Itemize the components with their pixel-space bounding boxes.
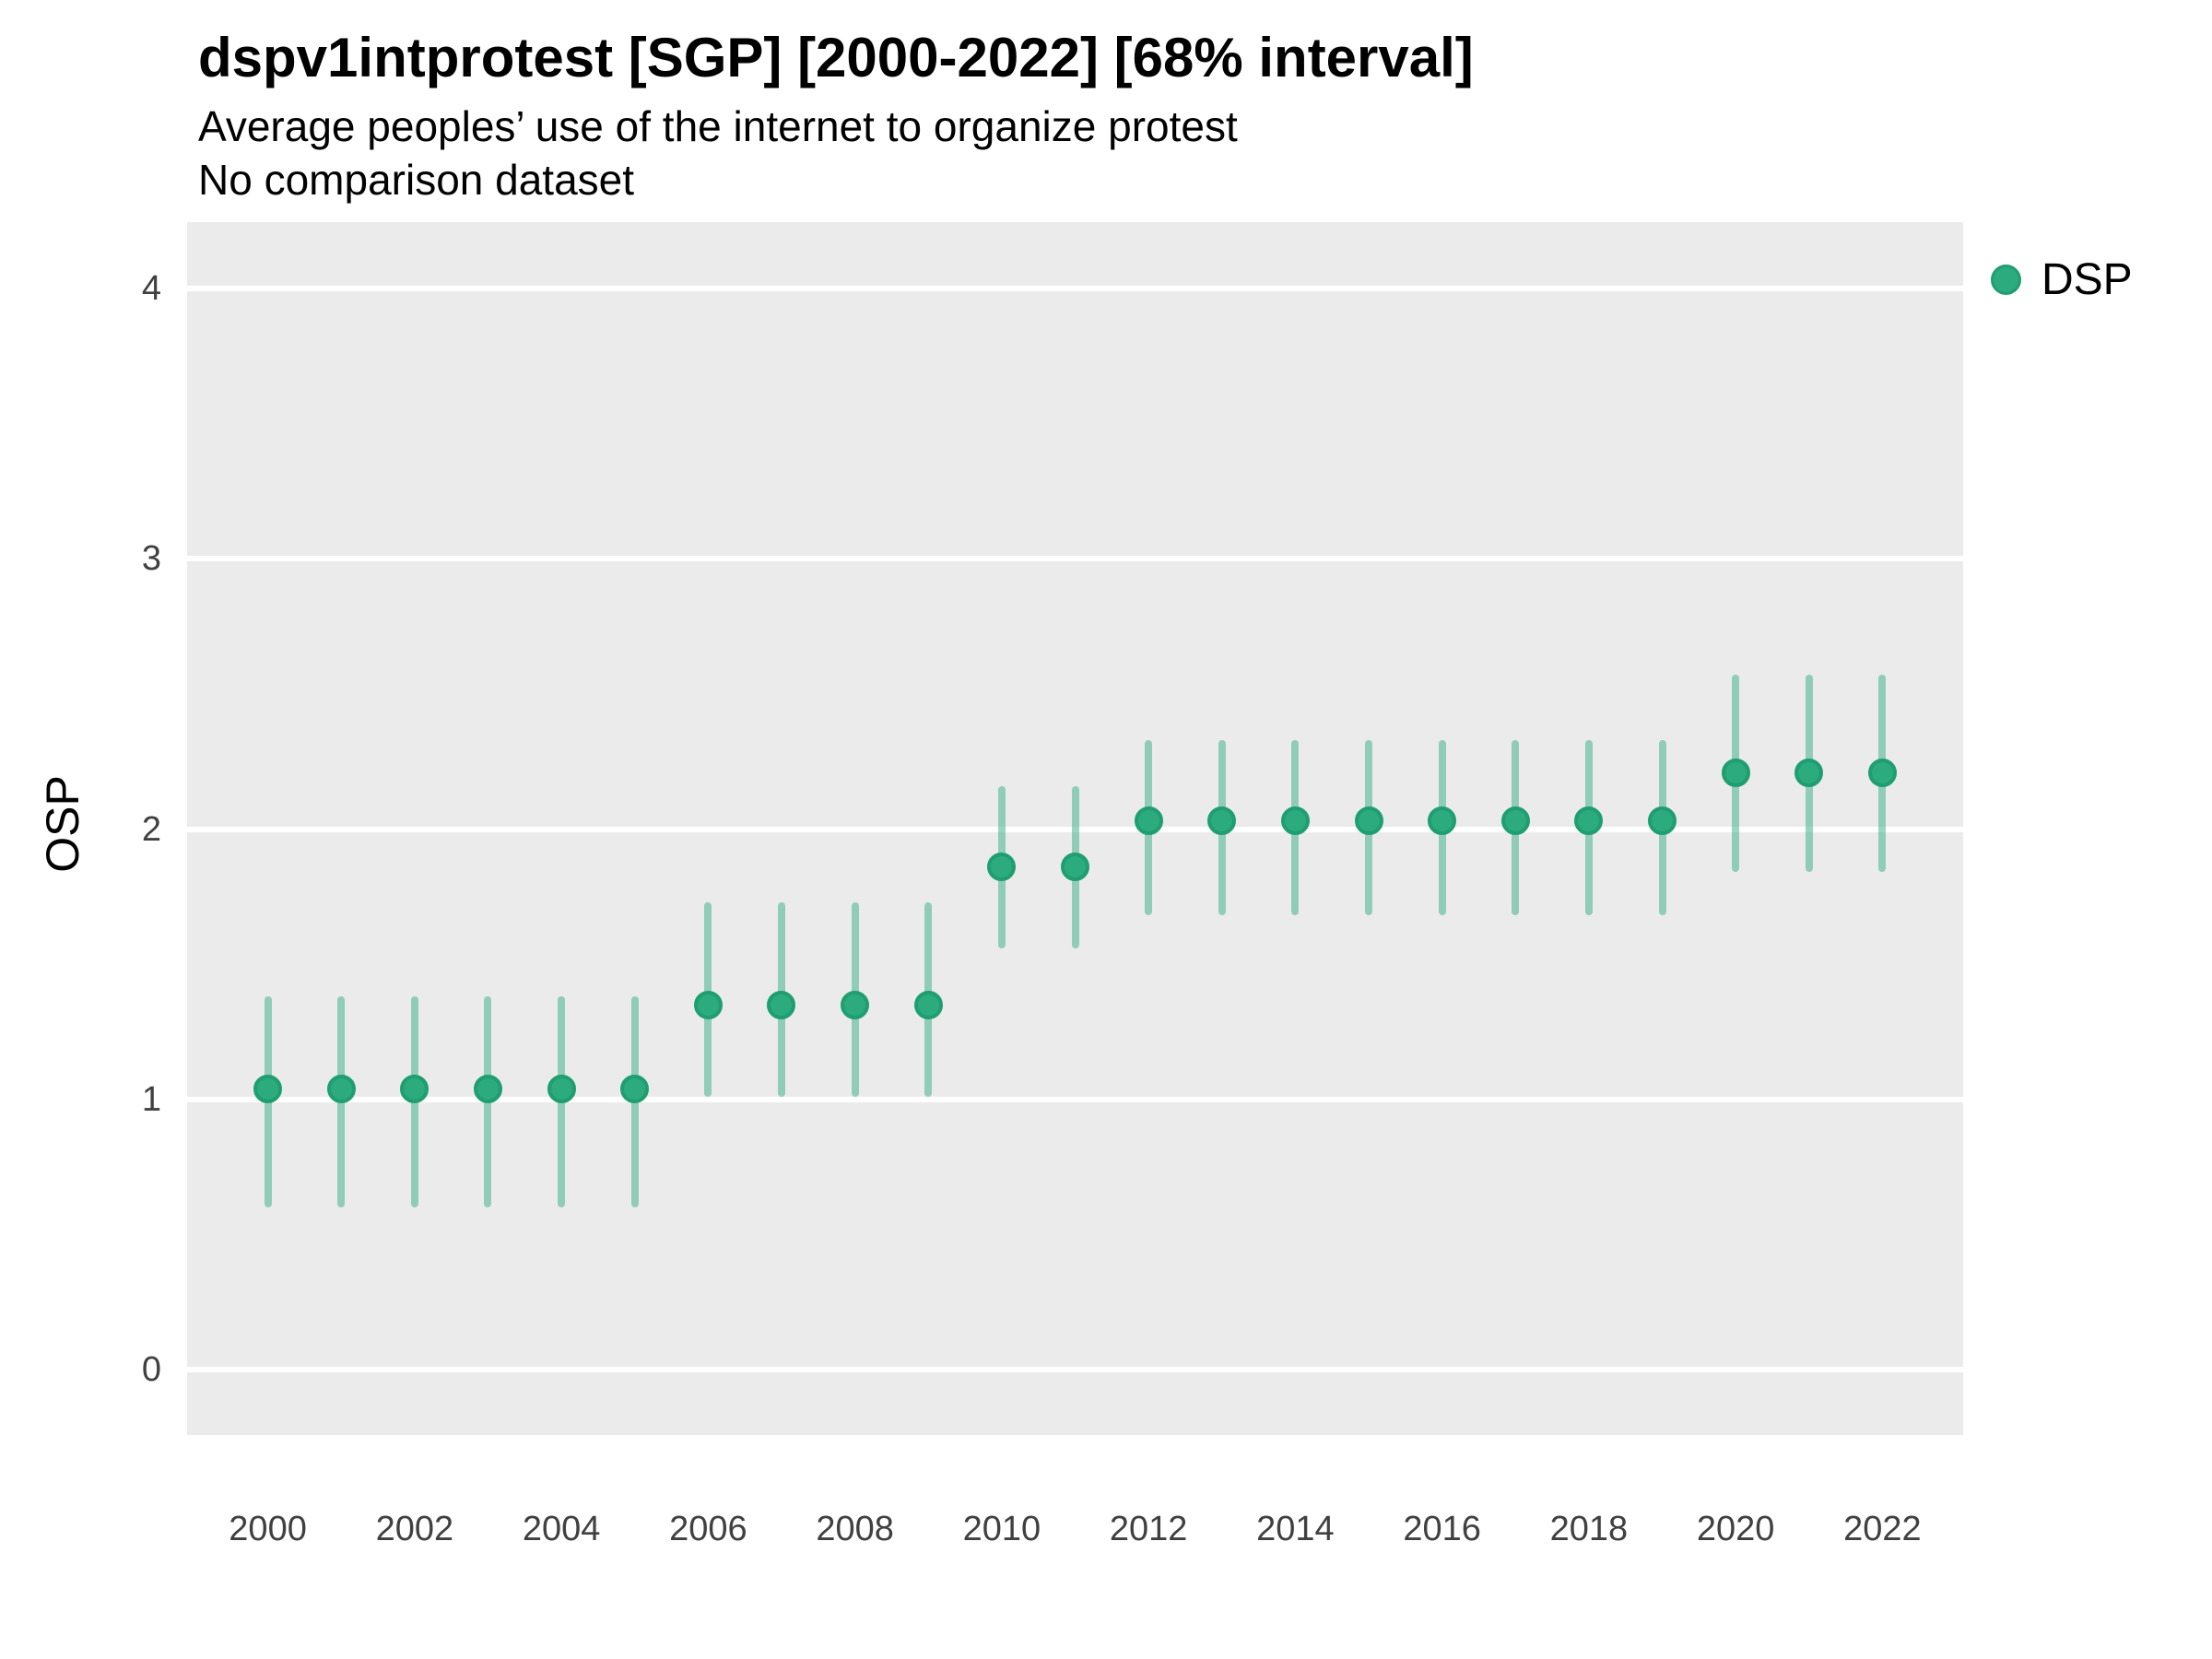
x-tick-label-2006: 2006: [669, 1510, 747, 1548]
data-point-2001: [326, 1074, 356, 1103]
data-point-2013: [1207, 806, 1237, 836]
x-tick-label-2012: 2012: [1109, 1510, 1188, 1548]
gridline-y-4: [187, 286, 1963, 292]
data-point-2022: [1867, 758, 1897, 787]
chart-note: No comparison dataset: [198, 156, 635, 204]
data-point-2014: [1280, 806, 1310, 836]
data-point-2016: [1428, 806, 1457, 836]
data-point-2000: [253, 1074, 283, 1103]
chart-subtitle: Average peoples’ use of the internet to …: [198, 102, 1238, 150]
data-point-2018: [1574, 806, 1604, 836]
y-tick-label-4: 4: [141, 269, 161, 309]
x-tick-label-2004: 2004: [522, 1510, 601, 1548]
x-tick-label-2008: 2008: [816, 1510, 894, 1548]
x-tick-label-2016: 2016: [1403, 1510, 1481, 1548]
data-point-2003: [473, 1074, 502, 1103]
data-point-2004: [547, 1074, 576, 1103]
data-point-2005: [620, 1074, 650, 1103]
data-point-2015: [1354, 806, 1383, 836]
data-point-2012: [1134, 806, 1163, 836]
y-tick-label-0: 0: [141, 1350, 161, 1390]
x-tick-label-2000: 2000: [229, 1510, 307, 1548]
x-tick-label-2020: 2020: [1696, 1510, 1775, 1548]
gridline-y-0: [187, 1367, 1963, 1373]
legend: DSP: [1991, 254, 2133, 305]
gridline-y-1: [187, 1096, 1963, 1102]
gridline-y-2: [187, 826, 1963, 832]
data-point-2020: [1721, 758, 1750, 787]
x-tick-label-2018: 2018: [1549, 1510, 1629, 1548]
y-tick-label-2: 2: [141, 809, 161, 849]
data-point-2008: [841, 990, 870, 1019]
data-point-2010: [987, 853, 1017, 882]
plot-panel: [187, 222, 1963, 1435]
data-point-2017: [1500, 806, 1530, 836]
legend-point-icon: [1991, 265, 2021, 295]
x-tick-label-2002: 2002: [375, 1510, 454, 1548]
gridline-y-3: [187, 556, 1963, 562]
data-point-2019: [1648, 806, 1677, 836]
x-tick-label-2010: 2010: [962, 1510, 1041, 1548]
chart-title: dspv1intprotest [SGP] [2000-2022] [68% i…: [198, 27, 1474, 88]
data-point-2006: [693, 990, 723, 1019]
x-tick-label-2022: 2022: [1843, 1510, 1922, 1548]
y-tick-label-1: 1: [141, 1079, 161, 1119]
y-tick-label-3: 3: [141, 539, 161, 579]
data-point-2009: [913, 990, 943, 1019]
data-point-2002: [400, 1074, 429, 1103]
data-point-2011: [1061, 853, 1089, 882]
data-point-2021: [1794, 758, 1824, 787]
legend-label: DSP: [2041, 255, 2133, 304]
x-tick-label-2014: 2014: [1256, 1510, 1335, 1548]
data-point-2007: [767, 990, 796, 1019]
